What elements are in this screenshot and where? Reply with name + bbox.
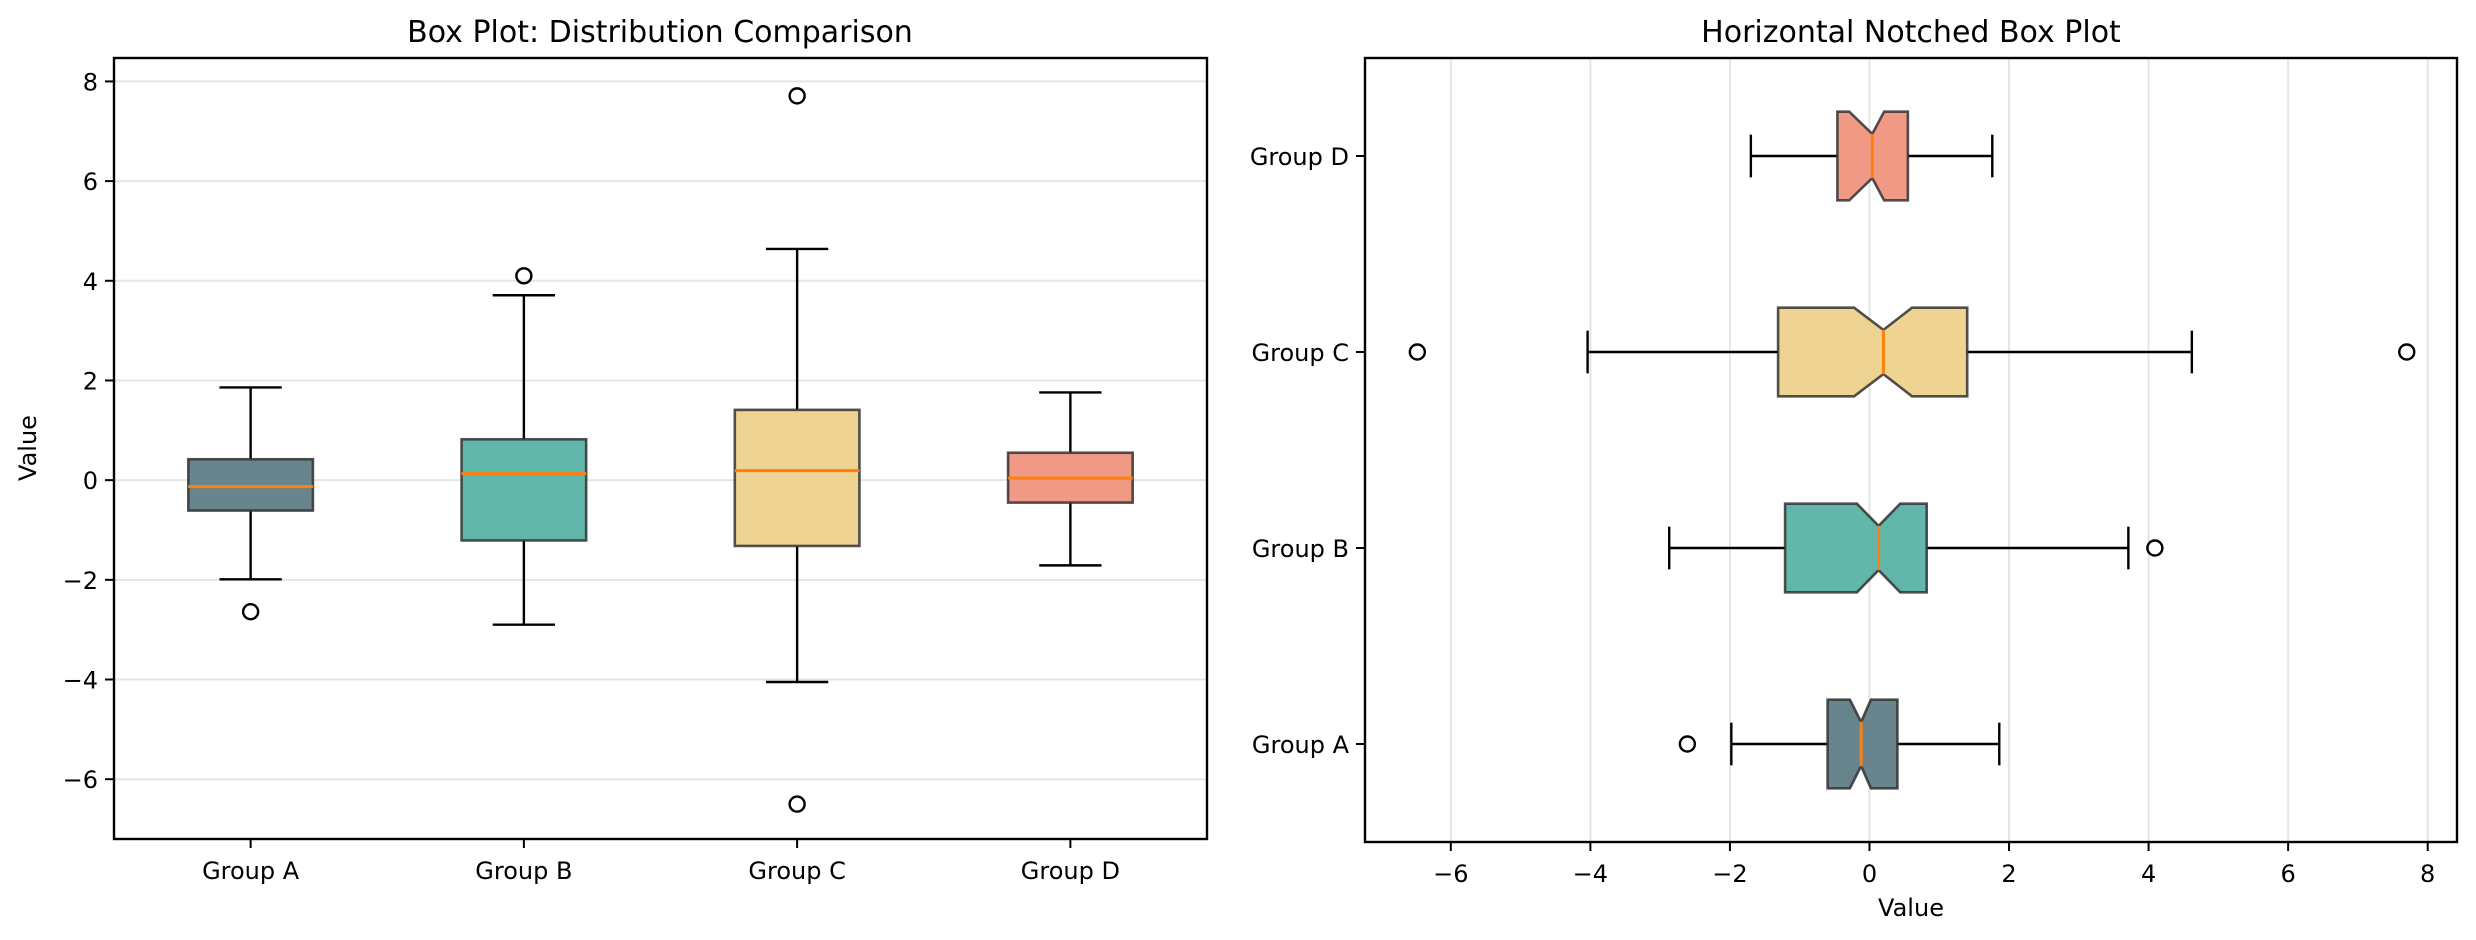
- x-tick-label: Group B: [475, 857, 572, 885]
- left-axes-frame: [112, 56, 1209, 841]
- outlier-point: [788, 795, 806, 813]
- left-y-axis-label: Value: [14, 415, 42, 481]
- y-tick-label: Group A: [1252, 731, 1350, 759]
- x-tick-label: Group A: [202, 857, 300, 885]
- outlier-point: [788, 87, 806, 105]
- x-tick-label: 0: [1862, 860, 1877, 888]
- box: [460, 437, 588, 542]
- outlier-point: [2398, 343, 2416, 361]
- horizontal-notched-box-plot: −6 −4 −2 0 2 4 6 8 Group A Group B Group C Group D…: [1250, 15, 2459, 922]
- left-y-ticks: −6 −4 −2 0 2 4 6 8: [63, 68, 114, 794]
- left-x-ticks: Group A Group B Group C Group D: [202, 839, 1120, 885]
- left-gridlines: [114, 80, 1207, 781]
- x-tick-label: Group D: [1021, 857, 1120, 885]
- notched-box-group-group-d: [1749, 110, 1994, 202]
- y-tick-label: 2: [83, 367, 98, 395]
- box-group-group-c: [733, 87, 861, 813]
- y-tick-label: Group D: [1250, 143, 1349, 171]
- x-tick-label: −6: [1433, 860, 1468, 888]
- x-tick-label: −2: [1712, 860, 1747, 888]
- x-tick-label: 6: [2281, 860, 2296, 888]
- box-group-group-d: [1006, 391, 1134, 567]
- x-tick-label: 4: [2141, 860, 2156, 888]
- box-group-group-b: [460, 267, 588, 626]
- notched-box: [1783, 502, 1928, 594]
- vertical-box-plot: −6 −4 −2 0 2 4 6 8 Group A Group B Group C Group D…: [14, 15, 1209, 885]
- y-tick-label: 0: [83, 467, 98, 495]
- right-x-ticks: −6 −4 −2 0 2 4 6 8: [1433, 842, 2435, 888]
- box: [187, 457, 315, 512]
- y-tick-label: −2: [63, 567, 98, 595]
- outlier-point: [515, 267, 533, 285]
- right-gridlines: [1449, 58, 2429, 842]
- right-boxes: [1408, 110, 2416, 790]
- left-boxes: [187, 87, 1134, 813]
- notched-box-group-group-a: [1678, 698, 2001, 790]
- notched-box-group-group-c: [1408, 306, 2416, 398]
- y-tick-label: 6: [83, 168, 98, 196]
- left-chart-title: Box Plot: Distribution Comparison: [407, 15, 913, 50]
- y-tick-label: −6: [63, 766, 98, 794]
- y-tick-label: 8: [83, 68, 98, 96]
- notched-box: [1776, 306, 1969, 398]
- x-tick-label: 2: [2001, 860, 2016, 888]
- outlier-point: [1408, 343, 1427, 361]
- right-x-axis-label: Value: [1878, 894, 1944, 922]
- box-group-group-a: [187, 386, 315, 621]
- x-tick-label: Group C: [748, 857, 845, 885]
- outlier-point: [2146, 539, 2164, 557]
- outlier-point: [1678, 735, 1697, 753]
- x-tick-label: 8: [2420, 860, 2435, 888]
- y-tick-label: −4: [63, 667, 98, 695]
- notched-box-group-group-b: [1668, 502, 2164, 594]
- y-tick-label: 4: [83, 268, 98, 296]
- outlier-point: [241, 603, 260, 621]
- y-tick-label: Group B: [1252, 535, 1349, 563]
- right-axes-frame: [1363, 56, 2459, 844]
- box: [733, 408, 861, 548]
- y-tick-label: Group C: [1252, 339, 1349, 367]
- right-y-ticks: Group A Group B Group C Group D: [1250, 143, 1365, 759]
- x-tick-label: −4: [1573, 860, 1608, 888]
- right-chart-title: Horizontal Notched Box Plot: [1701, 15, 2121, 50]
